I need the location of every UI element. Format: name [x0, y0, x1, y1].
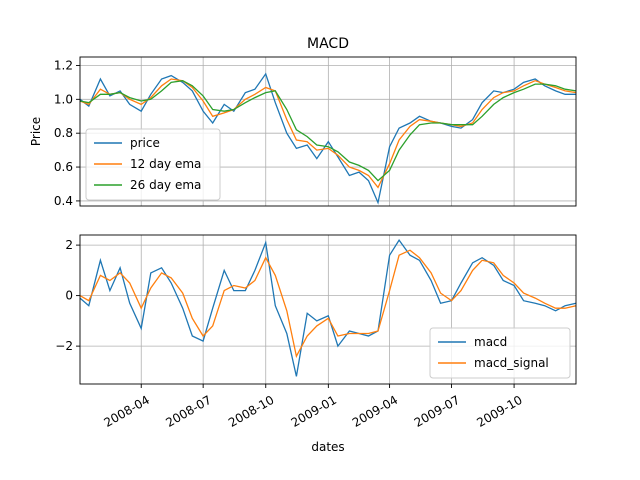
legend-label: macd	[474, 335, 507, 349]
x-tick-label: 2008-04	[102, 393, 152, 430]
legend: price 12 day ema 26 day ema	[85, 128, 221, 201]
legend-box	[429, 327, 571, 379]
panel-2: −2 0 2 2008-04 2008-07 2008-10 2009-01 2009-04 2…	[55, 234, 577, 454]
x-tick-label: 2009-04	[350, 393, 400, 430]
chart-title: MACD	[307, 36, 349, 52]
series-line-macd_signal	[79, 249, 577, 359]
series-line-price	[79, 72, 576, 205]
legend: macd macd_signal	[429, 327, 571, 379]
y-tick-label: 2	[65, 238, 73, 252]
y-tick-label: 0.4	[54, 194, 73, 208]
legend-label: 12 day ema	[130, 157, 201, 171]
x-tick-label: 2008-07	[163, 393, 213, 430]
legend-label: macd_signal	[474, 356, 549, 370]
series-line-macd	[79, 238, 577, 377]
axes-frame	[79, 56, 577, 207]
y-tick-label: 0	[65, 289, 73, 303]
x-tick-label: 2009-01	[289, 393, 339, 430]
y-tick-label: 1.2	[54, 58, 73, 72]
series-line-12-day-ema	[79, 78, 577, 189]
y-tick-label: 0.6	[54, 160, 73, 174]
y-axis-label: Price	[29, 117, 43, 146]
y-tick-label: 0.8	[54, 126, 73, 140]
x-axis-label: dates	[311, 440, 344, 454]
panel-1: 0.4 0.6 0.8 1.0 1.2 MACD Price price 12 day ema 2…	[29, 36, 577, 208]
y-tick-label: 1.0	[54, 92, 73, 106]
series-line-26-day-ema	[79, 80, 577, 182]
legend-box	[85, 128, 221, 201]
legend-label: price	[130, 136, 160, 150]
legend-label: 26 day ema	[130, 178, 201, 192]
x-tick-label: 2008-10	[226, 393, 276, 430]
y-tick-label: −2	[55, 339, 73, 353]
x-tick-label: 2009-10	[474, 393, 524, 430]
x-tick-label: 2009-07	[412, 393, 462, 430]
